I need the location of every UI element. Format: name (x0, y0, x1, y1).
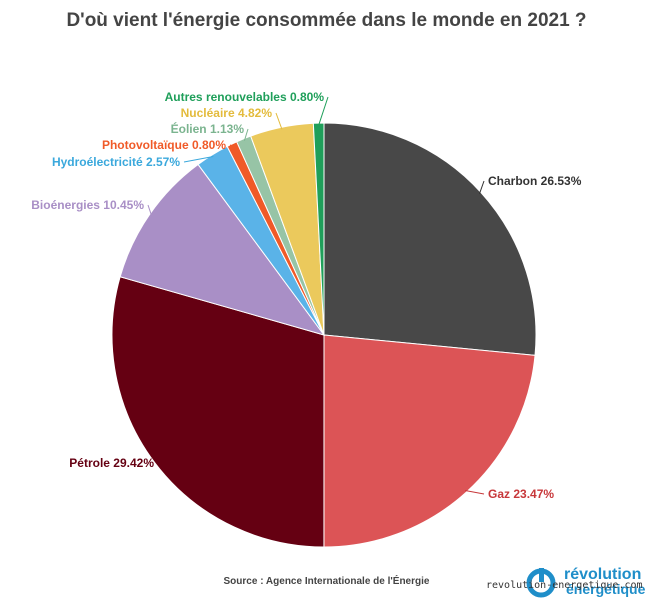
pie-slice-bioenergies (119, 163, 326, 336)
leader-line-petrole (155, 461, 159, 464)
pie-slice-petrole (111, 276, 325, 548)
slice-label-eolien: Éolien 1.13% (171, 121, 245, 136)
pie-slice-charbon (323, 122, 537, 356)
leader-line-photovoltaique (229, 144, 233, 147)
brand-logo: révolution énergétique (526, 566, 651, 598)
slice-label-gaz: Gaz 23.47% (488, 487, 554, 501)
leader-line-hydroelectricite (183, 156, 214, 163)
slice-label-autres-renouvelables: Autres renouvelables 0.80% (165, 90, 325, 104)
pie-slice-autres-renouvelables (312, 122, 325, 336)
logo-text-line1: révolution (564, 566, 642, 583)
leader-line-gaz (465, 489, 485, 495)
watermark: revolution-energetique.com (486, 580, 643, 591)
pie-slice-gaz (323, 334, 536, 548)
power-plug-icon (526, 568, 556, 598)
slice-label-nucleaire: Nucléaire 4.82% (181, 106, 273, 120)
logo-text-line2: énergétique (566, 581, 646, 597)
chart-title: D'où vient l'énergie consommée dans le m… (66, 10, 587, 31)
leader-line-bioenergies (147, 204, 152, 216)
slice-label-charbon: Charbon 26.53% (488, 174, 582, 188)
source-note: Source : Agence Internationale de l'Éner… (223, 576, 430, 587)
slice-label-hydroelectricite: Hydroélectricité 2.57% (52, 155, 180, 169)
leader-line-charbon (478, 180, 485, 194)
leader-line-autres-renouvelables (318, 96, 329, 126)
leader-line-nucleaire (275, 112, 283, 130)
slice-label-petrole: Pétrole 29.42% (69, 456, 154, 470)
slice-label-bioenergies: Bioénergies 10.45% (31, 198, 144, 212)
leader-line-eolien (243, 128, 249, 141)
slice-label-photovoltaique: Photovoltaïque 0.80% (102, 138, 226, 152)
